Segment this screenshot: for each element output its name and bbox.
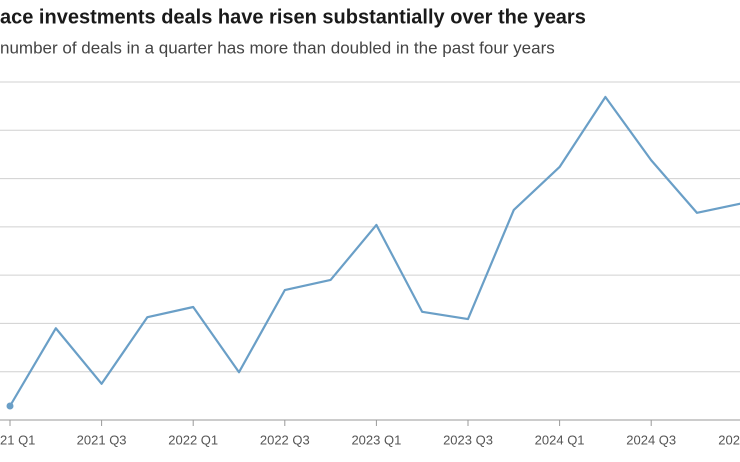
x-tick-label: 2024 Q3 [626,432,676,447]
x-tick-label: 2023 Q3 [443,432,493,447]
start-marker [6,402,14,410]
x-tick-label: 2022 Q3 [260,432,310,447]
data-line [9,95,740,407]
x-tick-label: 2022 Q1 [168,432,218,447]
chart-subtitle: number of deals in a quarter has more th… [0,38,555,57]
x-tick-label: 202 [718,432,740,447]
chart-title: ace investments deals have risen substan… [0,6,586,28]
x-tick-label: 2021 Q3 [77,432,127,447]
x-tick-label: 2024 Q1 [535,432,585,447]
x-tick-label: 21 Q1 [0,432,35,447]
x-tick-label: 2023 Q1 [351,432,401,447]
